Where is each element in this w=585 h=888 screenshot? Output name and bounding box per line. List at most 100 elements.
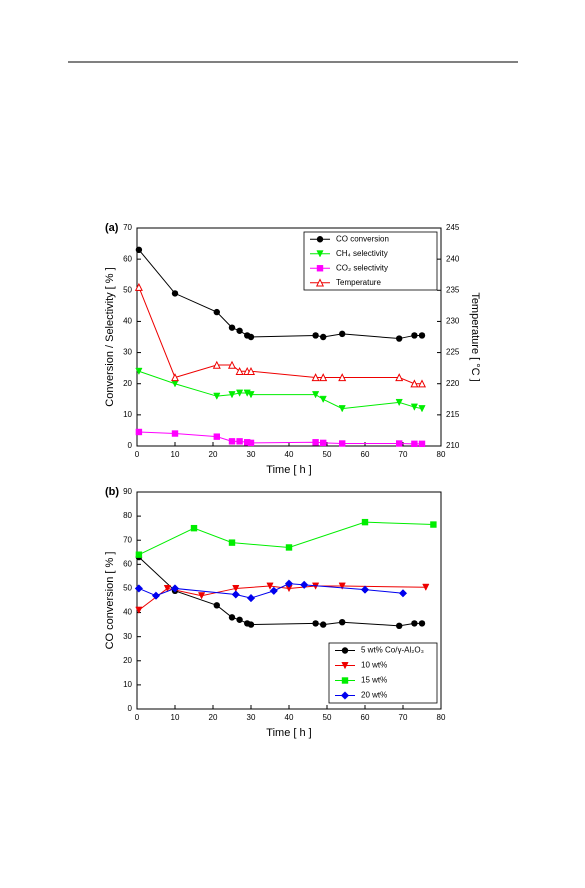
marker — [231, 590, 240, 599]
marker — [411, 332, 418, 339]
marker — [418, 405, 426, 413]
marker — [418, 620, 426, 627]
legend-marker — [341, 662, 349, 670]
legend-label: CO₂ selectivity — [336, 263, 388, 272]
x-tick-label: 50 — [323, 450, 332, 459]
marker — [410, 403, 419, 411]
y-tick-label: 60 — [123, 254, 132, 263]
marker — [360, 585, 370, 594]
y-tick-label: 20 — [123, 379, 132, 388]
y-tick-label: 40 — [123, 317, 132, 326]
series-line — [138, 585, 426, 611]
marker — [312, 620, 319, 627]
y2-tick-label: 215 — [446, 410, 460, 419]
y-tick-label: 70 — [123, 535, 132, 544]
marker — [247, 391, 255, 399]
marker — [170, 584, 180, 593]
panel-label: (b) — [105, 486, 119, 498]
marker — [418, 332, 426, 339]
marker — [247, 333, 255, 341]
y-tick-label: 10 — [123, 410, 132, 419]
panel-label: (a) — [105, 222, 119, 234]
legend-marker — [340, 691, 350, 700]
marker — [361, 518, 369, 526]
y-axis-label: Conversion / Selectivity [ % ] — [104, 267, 116, 406]
x-tick-label: 80 — [437, 713, 446, 722]
marker — [228, 614, 236, 621]
marker — [246, 593, 256, 603]
marker — [235, 366, 244, 375]
x-tick-label: 60 — [361, 450, 370, 459]
legend-label: CO conversion — [336, 234, 389, 243]
y2-tick-label: 235 — [446, 285, 460, 294]
marker — [395, 373, 404, 382]
marker — [235, 389, 244, 397]
marker — [395, 398, 403, 407]
marker — [430, 521, 437, 528]
marker — [213, 433, 220, 440]
marker — [228, 324, 236, 331]
x-tick-label: 0 — [135, 450, 140, 459]
marker — [339, 440, 346, 447]
marker — [236, 616, 243, 623]
y2-axis-label: Temperature [ °C ] — [469, 292, 481, 381]
y-tick-label: 20 — [123, 656, 132, 665]
legend-label: CH₄ selectivity — [336, 249, 388, 258]
y-tick-label: 50 — [123, 285, 132, 294]
legend-marker — [316, 250, 324, 258]
marker — [170, 373, 180, 382]
marker — [212, 360, 221, 369]
x-tick-label: 70 — [399, 713, 408, 722]
x-tick-label: 30 — [247, 450, 256, 459]
marker — [319, 395, 327, 404]
marker — [300, 580, 309, 589]
marker — [410, 379, 419, 388]
marker — [312, 332, 319, 339]
legend-marker — [316, 265, 324, 272]
marker — [135, 606, 143, 614]
x-tick-label: 20 — [209, 450, 218, 459]
series-line — [138, 583, 404, 599]
y2-tick-label: 240 — [446, 254, 460, 263]
legend-label: 5 wt% Co/γ-Al₂O₃ — [361, 646, 424, 655]
marker — [246, 366, 256, 375]
legend-box — [303, 231, 438, 291]
y-tick-label: 0 — [128, 441, 133, 450]
marker — [338, 582, 346, 590]
marker — [311, 391, 320, 399]
marker — [151, 591, 161, 600]
x-tick-label: 70 — [399, 450, 408, 459]
x-tick-label: 20 — [209, 713, 218, 722]
marker — [411, 620, 418, 627]
y-tick-label: 10 — [123, 680, 132, 689]
y-tick-label: 30 — [123, 348, 132, 357]
x-tick-label: 40 — [285, 713, 294, 722]
marker — [135, 428, 143, 436]
marker — [244, 439, 251, 446]
marker — [213, 308, 220, 316]
marker — [396, 440, 403, 447]
marker — [320, 333, 327, 341]
marker — [171, 430, 179, 437]
legend-marker — [341, 647, 349, 654]
series-line — [138, 370, 423, 410]
y2-tick-label: 210 — [446, 441, 460, 450]
y-tick-label: 0 — [128, 704, 133, 713]
marker — [213, 392, 221, 400]
marker — [285, 544, 293, 551]
marker — [135, 551, 143, 558]
x-tick-label: 30 — [247, 713, 256, 722]
legend-marker — [341, 677, 349, 684]
marker — [236, 438, 243, 445]
marker — [227, 360, 237, 369]
marker — [398, 589, 408, 598]
x-tick-label: 40 — [285, 450, 294, 459]
marker — [197, 592, 206, 600]
marker — [190, 524, 198, 532]
marker — [247, 621, 255, 628]
legend-label: 20 wt% — [361, 691, 387, 700]
x-axis-label: Time [ h ] — [266, 727, 311, 739]
marker — [320, 621, 327, 628]
marker — [338, 373, 347, 382]
